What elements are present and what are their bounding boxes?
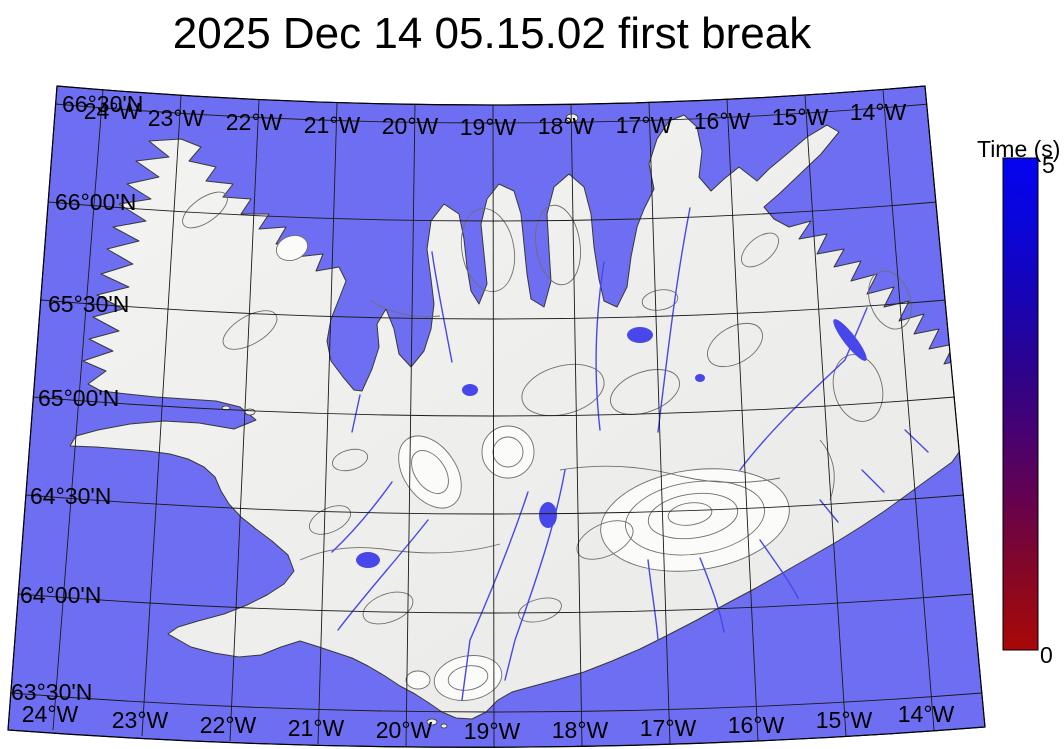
lon-label-bottom: 24°W [22, 701, 79, 727]
lon-label-top: 18°W [538, 113, 595, 139]
lat-label: 66°30'N [62, 91, 143, 117]
lon-label-top: 21°W [304, 112, 361, 138]
lon-label-top: 22°W [226, 109, 283, 135]
lat-label: 63°30'N [11, 679, 92, 705]
rivers [331, 207, 929, 701]
lat-label: 66°00'N [55, 189, 136, 215]
lon-label-bottom: 19°W [464, 718, 521, 744]
latitude-labels: 66°30'N 66°00'N 65°30'N 65°00'N 64°30'N … [11, 91, 143, 705]
longitude-labels-bottom: 24°W 23°W 22°W 21°W 20°W 19°W 18°W 17°W … [22, 701, 955, 744]
lon-label-bottom: 21°W [288, 715, 345, 741]
colorbar-max-label: 5 [1042, 152, 1055, 178]
lat-label: 65°00'N [38, 385, 119, 411]
lon-label-top: 15°W [772, 104, 829, 130]
map-canvas: 66°30'N 66°00'N 65°30'N 65°00'N 64°30'N … [7, 85, 986, 748]
colorbar-gradient-bar [1002, 157, 1039, 651]
lon-label-top: 16°W [694, 108, 751, 134]
lon-label-bottom: 17°W [640, 715, 697, 741]
graticule-meridians [52, 89, 935, 748]
lat-label: 65°30'N [48, 291, 129, 317]
lon-label-top: 14°W [850, 99, 907, 125]
lon-label-top: 23°W [148, 105, 205, 131]
lon-label-bottom: 16°W [728, 712, 785, 738]
lon-label-bottom: 23°W [112, 707, 169, 733]
lon-label-bottom: 15°W [816, 707, 873, 733]
elevation-contours [182, 191, 912, 691]
page-title: 2025 Dec 14 05.15.02 first break [173, 9, 812, 58]
lakes [356, 319, 867, 568]
lat-label: 64°00'N [20, 582, 101, 608]
colorbar-min-label: 0 [1040, 642, 1053, 668]
colorbar: Time (s) 5 0 [977, 136, 1060, 668]
lon-label-top: 17°W [616, 112, 673, 138]
lon-label-bottom: 18°W [552, 717, 609, 743]
lon-label-top: 19°W [460, 114, 517, 140]
lat-label: 64°30'N [30, 483, 111, 509]
lon-label-bottom: 20°W [376, 717, 433, 743]
longitude-labels-top: 24°W 23°W 22°W 21°W 20°W 19°W 18°W 17°W … [84, 98, 907, 140]
lon-label-top: 20°W [382, 113, 439, 139]
graticule-parallels [10, 103, 983, 713]
glaciers [275, 235, 790, 701]
lon-label-bottom: 22°W [200, 712, 257, 738]
lon-label-top: 24°W [84, 98, 141, 124]
map-frame [7, 85, 986, 748]
lon-label-bottom: 14°W [898, 701, 955, 727]
